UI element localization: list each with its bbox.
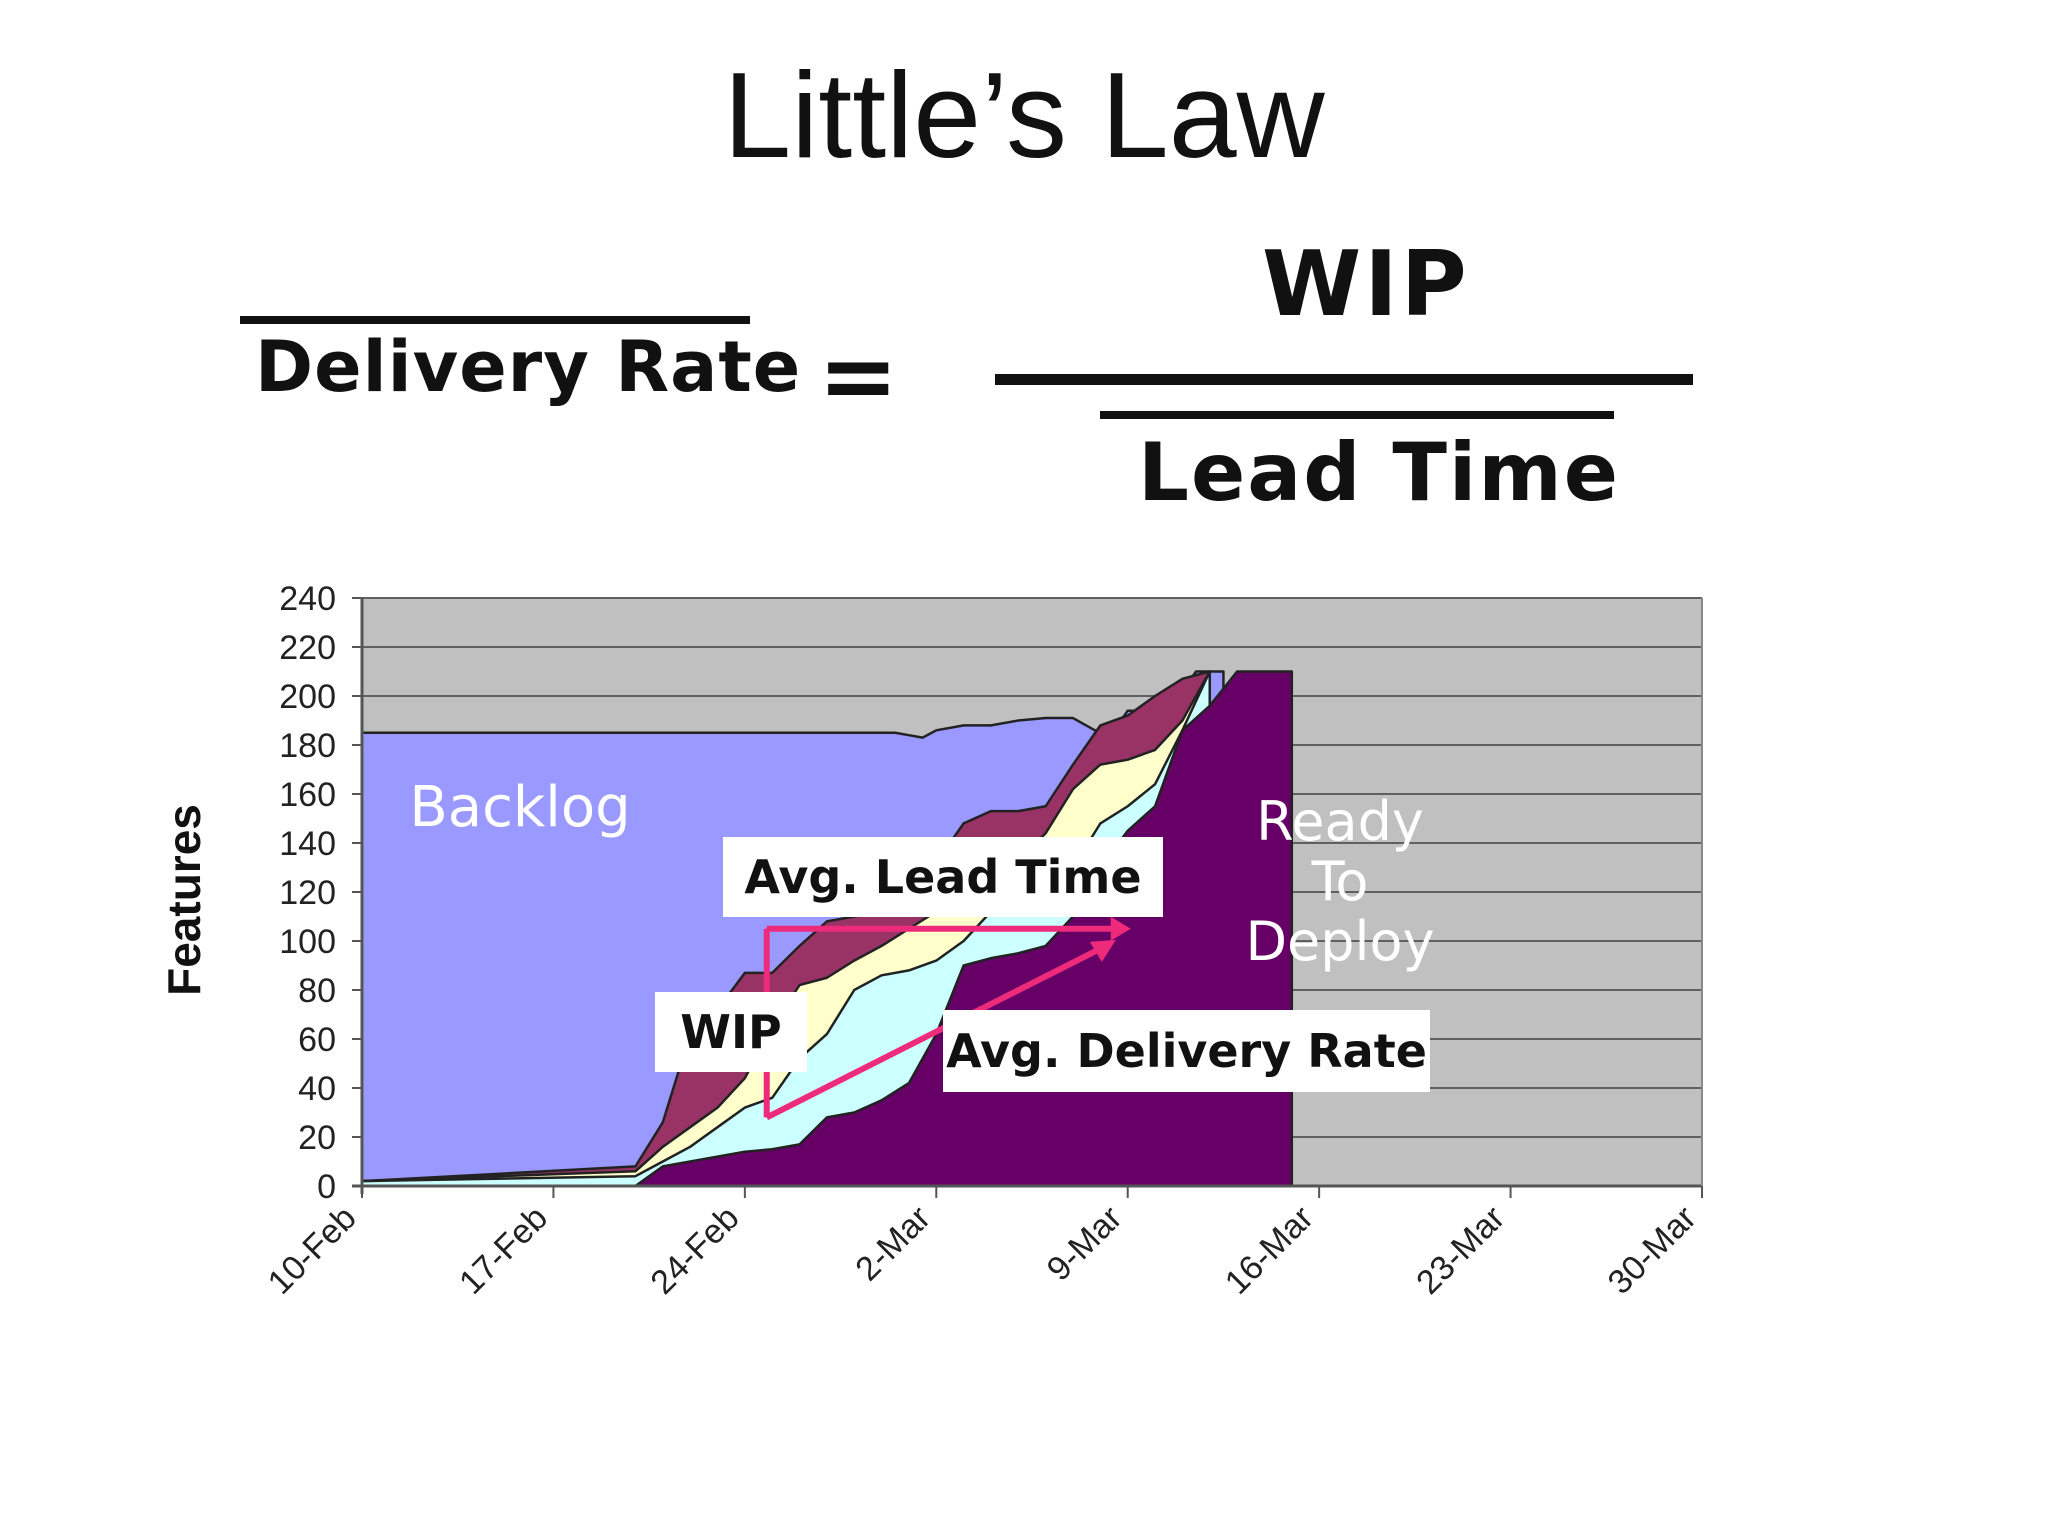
y-tick-label: 160 <box>279 776 336 814</box>
delivery-rate-arrowhead <box>1089 939 1116 962</box>
equals-sign: = <box>818 320 899 432</box>
y-tick-label: 80 <box>298 972 336 1010</box>
ready-to-deploy-line: Deploy <box>1245 910 1434 973</box>
y-axis-label: Features <box>158 804 210 996</box>
backlog-label: Backlog <box>409 775 630 840</box>
x-tick-label: 9-Mar <box>1040 1199 1130 1289</box>
y-tick-label: 40 <box>298 1070 336 1108</box>
y-tick-label: 120 <box>279 874 336 912</box>
x-tick-label: 24-Feb <box>643 1199 746 1302</box>
avg-delivery-rate-callout: Avg. Delivery Rate <box>943 1010 1430 1092</box>
x-tick-label: 17-Feb <box>452 1199 555 1302</box>
fraction-bar <box>995 374 1693 385</box>
ready-to-deploy-line: To <box>1311 850 1369 913</box>
y-tick-label: 140 <box>279 825 336 863</box>
y-tick-label: 180 <box>279 727 336 765</box>
y-tick-label: 20 <box>298 1119 336 1157</box>
lead-time-denominator: Lead Time <box>1138 426 1620 519</box>
delivery-rate-label: Delivery Rate <box>255 326 802 408</box>
x-tick-label: 16-Mar <box>1218 1199 1321 1302</box>
y-tick-label: 240 <box>279 580 336 618</box>
ready-to-deploy-line: Ready <box>1256 790 1424 853</box>
wip-callout: WIP <box>655 992 807 1072</box>
avg-lead-time-callout: Avg. Lead Time <box>723 837 1163 917</box>
x-tick-label: 30-Mar <box>1601 1199 1704 1302</box>
axes <box>352 598 1703 1194</box>
lead-time-arrowhead <box>1110 916 1131 941</box>
delivery-rate-overline <box>240 316 750 324</box>
lead-time-overline <box>1100 411 1614 419</box>
slide-title: Little’s Law <box>723 47 1325 183</box>
wip-numerator: WIP <box>1262 232 1470 337</box>
littles-law-arrows <box>763 916 1131 1121</box>
x-tick-label: 23-Mar <box>1409 1199 1512 1302</box>
y-axis-ticks: 0 20 40 60 80 100 120 140 160 180 200 220 240 <box>279 580 362 1206</box>
y-tick-label: 100 <box>279 923 336 961</box>
x-tick-label: 2-Mar <box>848 1199 938 1289</box>
x-axis-ticks: 10-Feb 17-Feb 24-Feb 2-Mar 9-Mar 16-Mar 23-Mar… <box>261 1186 1704 1302</box>
y-tick-label: 60 <box>298 1021 336 1059</box>
y-tick-label: 220 <box>279 629 336 667</box>
x-tick-label: 10-Feb <box>261 1199 364 1302</box>
y-tick-label: 200 <box>279 678 336 716</box>
delivery-rate-arrow <box>765 943 1108 1121</box>
y-tick-label: 0 <box>317 1168 336 1206</box>
